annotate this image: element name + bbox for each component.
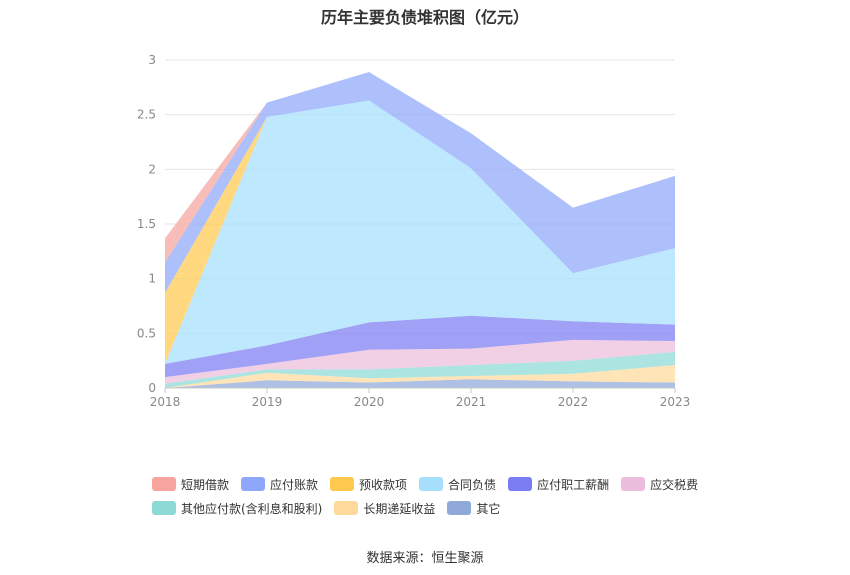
legend-row-2: 其他应付款(含利息和股利) 长期递延收益 其它 [152,496,732,520]
legend-swatch [152,501,176,515]
legend-item[interactable]: 其它 [447,496,500,520]
legend-label: 应交税费 [650,477,699,492]
legend-item[interactable]: 其他应付款(含利息和股利) [152,496,322,520]
y-tick-label: 1 [148,272,156,286]
legend-swatch [334,501,359,515]
legend: 短期借款 应付账款 预收款项 合同负债 应付职工薪酬 应交税费其他应付款(含利息和股利) 长… [152,472,732,520]
area-series [165,72,675,388]
y-tick-label: 3 [148,53,156,67]
area-合同负债 [165,100,675,364]
data-source: 数据来源：恒生聚源 [366,551,484,566]
legend-swatch [508,477,533,491]
axes: 0 0.5 1 1.5 2 2.5 3 2018 2019 2020 2021 2022 2023 [137,53,690,409]
area-长期递延收益 [165,365,675,388]
legend-item[interactable]: 短期借款 [152,472,229,496]
legend-label: 短期借款 [181,477,230,492]
y-tick-label: 2.5 [137,108,156,122]
legend-swatch [419,477,444,491]
x-tick-label: 2020 [354,395,385,409]
area-应交税费 [165,339,675,384]
legend-swatch [241,477,266,491]
legend-item[interactable]: 应交税费 [621,472,698,496]
legend-item[interactable]: 长期递延收益 [334,496,435,520]
legend-row-1: 短期借款 应付账款 预收款项 合同负债 应付职工薪酬 应交税费 [152,472,732,496]
x-tick-label: 2019 [252,395,283,409]
chart-title: 历年主要负债堆积图（亿元） [320,8,529,27]
legend-item[interactable]: 合同负债 [419,472,496,496]
x-tick-label: 2023 [660,395,691,409]
legend-label: 应付账款 [270,477,319,492]
legend-swatch [447,501,472,515]
area-其他应付款(含利息和股利) [165,351,675,388]
legend-label: 预收款项 [359,477,408,492]
legend-label: 其它 [476,501,501,516]
y-tick-label: 0 [148,381,156,395]
legend-item[interactable]: 预收款项 [330,472,407,496]
y-tick-label: 1.5 [137,217,156,231]
area-应付职工薪酬 [165,315,675,378]
legend-label: 其他应付款(含利息和股利) [181,501,323,516]
y-tick-label: 0.5 [137,326,156,340]
legend-label: 长期递延收益 [363,501,436,516]
area-应付账款 [165,72,675,293]
legend-swatch [621,477,646,491]
legend-label: 合同负债 [448,477,497,492]
legend-swatch [152,477,176,491]
area-其它 [165,379,675,388]
y-tick-label: 2 [148,162,156,176]
legend-item[interactable]: 应付职工薪酬 [508,472,609,496]
x-tick-label: 2021 [456,395,487,409]
legend-item[interactable]: 应付账款 [241,472,318,496]
legend-swatch [330,477,355,491]
legend-label: 应付职工薪酬 [537,477,610,492]
x-tick-label: 2022 [558,395,589,409]
x-tick-label: 2018 [150,395,181,409]
